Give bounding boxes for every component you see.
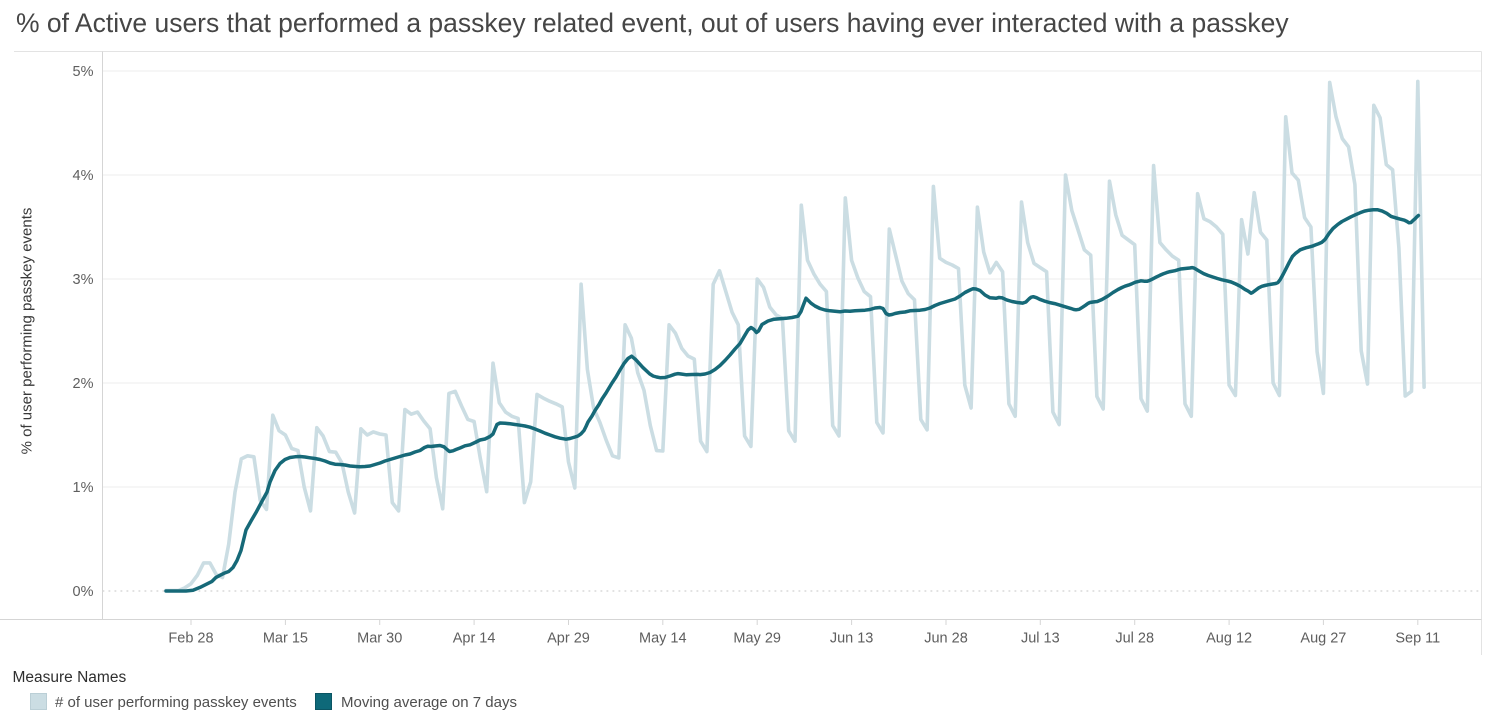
svg-text:Measure Names: Measure Names <box>13 669 127 686</box>
svg-text:Jun 28: Jun 28 <box>924 631 968 647</box>
svg-text:Jul 13: Jul 13 <box>1021 631 1060 647</box>
svg-text:% of user performing passkey e: % of user performing passkey events <box>19 208 36 455</box>
svg-text:May 29: May 29 <box>733 631 781 647</box>
svg-text:3%: 3% <box>73 272 94 288</box>
svg-text:5%: 5% <box>73 64 94 80</box>
svg-text:Aug 27: Aug 27 <box>1300 631 1346 647</box>
svg-text:Mar 30: Mar 30 <box>357 631 402 647</box>
svg-text:Moving average on 7 days: Moving average on 7 days <box>341 694 517 711</box>
svg-text:May 14: May 14 <box>639 631 687 647</box>
svg-text:Apr 29: Apr 29 <box>547 631 590 647</box>
svg-text:Sep 11: Sep 11 <box>1395 631 1440 647</box>
svg-text:# of user performing passkey e: # of user performing passkey events <box>55 694 297 711</box>
svg-text:4%: 4% <box>73 168 94 184</box>
svg-text:2%: 2% <box>73 376 94 392</box>
svg-text:% of Active users that perform: % of Active users that performed a passk… <box>16 8 1289 38</box>
svg-text:Feb 28: Feb 28 <box>168 631 213 647</box>
svg-text:1%: 1% <box>73 480 94 496</box>
svg-text:Apr 14: Apr 14 <box>453 631 496 647</box>
svg-text:Jul 28: Jul 28 <box>1115 631 1154 647</box>
svg-text:Mar 15: Mar 15 <box>263 631 308 647</box>
svg-text:0%: 0% <box>73 584 94 600</box>
svg-text:Aug 12: Aug 12 <box>1206 631 1252 647</box>
svg-text:Jun 13: Jun 13 <box>830 631 874 647</box>
